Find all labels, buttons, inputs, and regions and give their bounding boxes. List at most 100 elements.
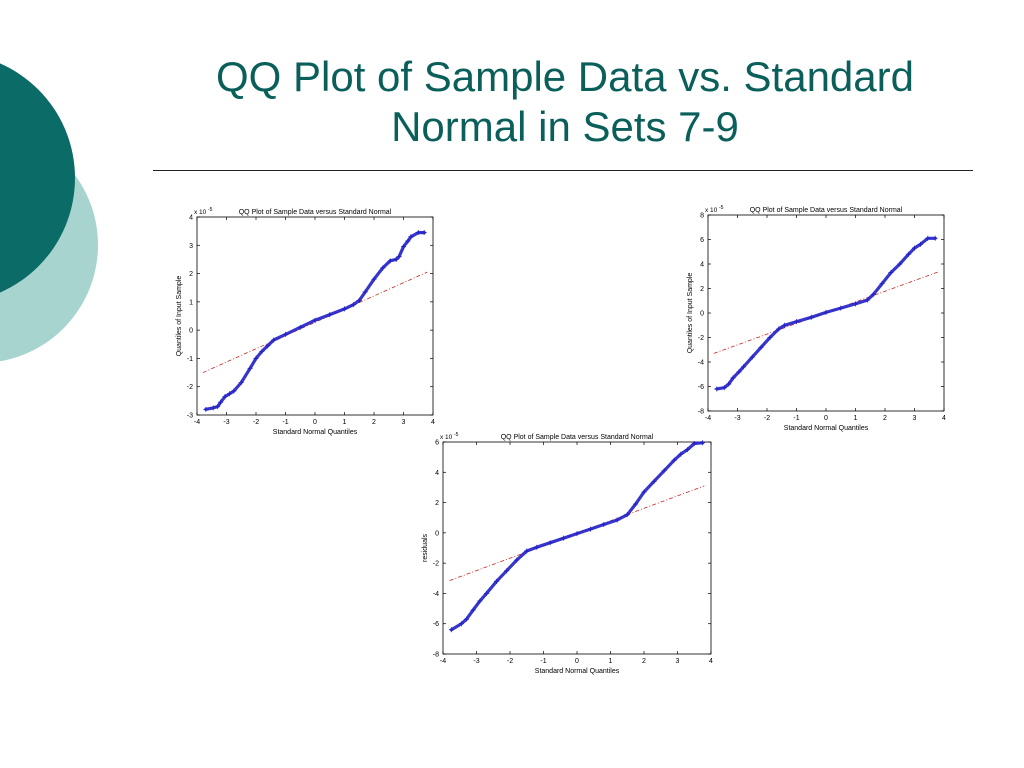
chart-title: QQ Plot of Sample Data versus Standard N… [750, 207, 903, 214]
chart-title: QQ Plot of Sample Data versus Standard N… [239, 209, 392, 216]
decorative-circles [0, 0, 110, 400]
qq-plot-2: -4 -3 -2 -1 0 1 2 3 4 -8 -6 -4 -2 0 2 4 6 8 x 10 -5 QQ Plot … [683, 204, 953, 434]
x-tick-label: 3 [913, 415, 917, 422]
x-tick-label: 2 [372, 419, 376, 426]
x-tick-label: -3 [223, 419, 229, 426]
data-point [396, 254, 402, 260]
data-point [484, 590, 490, 596]
data-point [838, 305, 844, 311]
title-divider [153, 170, 973, 171]
x-axis-label: Standard Normal Quantiles [273, 429, 358, 436]
y-tick-label: -6 [433, 621, 439, 628]
data-point [226, 391, 232, 397]
reference-fit-line [202, 271, 428, 373]
data-point [932, 235, 938, 241]
y-tick-label: 3 [189, 243, 193, 250]
data-point [342, 306, 347, 312]
data-point [265, 343, 271, 349]
data-point [736, 369, 742, 375]
sample-quantile-curve [715, 236, 937, 391]
data-point [897, 261, 903, 267]
data-point [312, 317, 318, 323]
data-point [691, 441, 697, 447]
data-point [601, 522, 607, 528]
x-tick-label: -2 [253, 419, 259, 426]
x-tick-label: -2 [507, 658, 513, 665]
y-tick-label: -3 [187, 413, 193, 420]
y-tick-label: -1 [187, 356, 193, 363]
x-tick-label: 4 [431, 419, 435, 426]
data-point [415, 230, 421, 236]
data-point [782, 322, 788, 328]
x-tick-label: -3 [734, 415, 740, 422]
y-tick-label: 2 [435, 500, 439, 507]
data-point [494, 578, 500, 584]
y-tick-label: 6 [700, 237, 704, 244]
x-axis-label: Standard Normal Quantiles [784, 425, 869, 432]
axis-exponent: -5 [719, 205, 724, 211]
data-point [561, 535, 567, 541]
data-point [547, 540, 553, 546]
x-tick-label: 1 [343, 419, 347, 426]
data-point [408, 234, 414, 240]
y-tick-label: -8 [433, 652, 439, 659]
data-point [401, 244, 406, 250]
qq-plot-3: -4 -3 -2 -1 0 1 2 3 4 -8 -6 -4 -2 0 2 4 6 x 10 -5 QQ Plot o… [420, 430, 720, 680]
axis-multiplier: x 10 [705, 207, 718, 214]
data-point [661, 468, 667, 474]
slide-title: QQ Plot of Sample Data vs. Standard Norm… [215, 53, 914, 150]
data-point [393, 256, 399, 262]
data-point [222, 394, 228, 400]
chart-title: QQ Plot of Sample Data versus Standard N… [501, 434, 654, 441]
data-point [327, 312, 333, 318]
y-tick-label: -4 [433, 591, 439, 598]
x-tick-label: 4 [709, 658, 713, 665]
data-point [624, 512, 630, 518]
y-tick-label: 4 [435, 470, 439, 477]
data-point [587, 526, 593, 532]
x-tick-label: -4 [705, 415, 711, 422]
x-tick-label: 0 [824, 415, 828, 422]
y-axis-label: residuals [422, 533, 429, 562]
data-point [534, 544, 540, 550]
data-point [356, 297, 362, 303]
data-point [879, 281, 885, 287]
data-point [925, 235, 931, 241]
data-point [776, 326, 782, 332]
data-point [758, 344, 764, 350]
x-tick-label: -1 [793, 415, 799, 422]
y-tick-label: 4 [189, 215, 193, 222]
y-axis-label: Quantiles of Input Sample [687, 273, 694, 354]
x-tick-label: 3 [402, 419, 406, 426]
data-point [238, 379, 244, 385]
data-point [749, 354, 755, 360]
decor-circle-dark [0, 63, 75, 293]
data-point [387, 258, 393, 264]
x-axis-label: Standard Normal Quantiles [535, 668, 620, 675]
data-point [678, 451, 684, 457]
data-point [477, 598, 483, 604]
data-point [259, 348, 265, 354]
data-point [210, 405, 216, 411]
data-point [463, 616, 469, 622]
data-point [641, 489, 647, 495]
data-point [371, 276, 377, 282]
y-tick-label: -6 [698, 384, 704, 391]
data-point [514, 557, 520, 563]
data-point [421, 230, 427, 236]
data-point [767, 335, 773, 340]
x-tick-label: 2 [642, 658, 646, 665]
y-tick-label: -2 [433, 561, 439, 568]
data-point [203, 406, 209, 412]
data-point [870, 292, 876, 298]
x-tick-label: 4 [942, 415, 946, 422]
y-tick-label: 4 [700, 262, 704, 269]
data-point [350, 302, 356, 308]
y-tick-label: 0 [189, 328, 193, 335]
data-point [574, 531, 580, 537]
y-tick-label: 0 [435, 530, 439, 537]
plot-area [196, 216, 434, 416]
plot-area [442, 441, 712, 655]
data-point [448, 627, 454, 633]
data-point [730, 375, 736, 381]
